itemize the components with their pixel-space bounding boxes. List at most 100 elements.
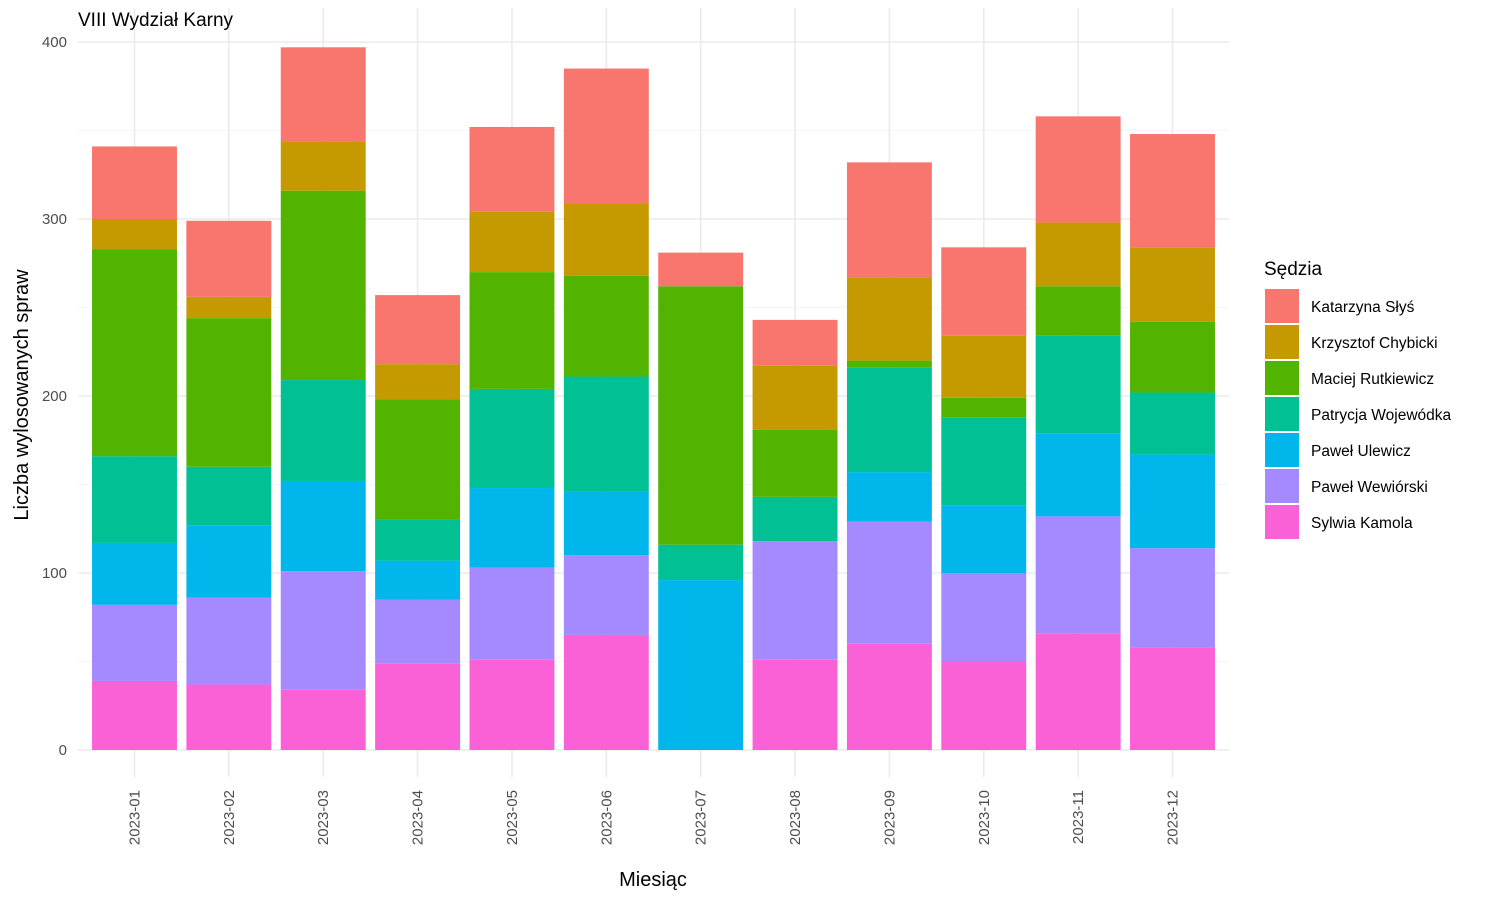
bar-segment bbox=[1130, 392, 1215, 455]
bar-segment bbox=[186, 296, 272, 319]
bar-segment bbox=[563, 203, 649, 276]
bar-segment bbox=[846, 521, 932, 644]
x-tick-label: 2023-06 bbox=[598, 790, 615, 845]
bar-segment bbox=[563, 68, 649, 204]
bar-segment bbox=[752, 319, 838, 366]
bar-segment bbox=[92, 219, 177, 250]
bar-segment bbox=[375, 364, 461, 400]
legend-label: Paweł Ulewicz bbox=[1311, 443, 1411, 460]
bar-segment bbox=[469, 388, 555, 489]
bar-segment bbox=[846, 162, 932, 278]
legend-swatch bbox=[1265, 433, 1299, 467]
legend-title: Sędzia bbox=[1264, 259, 1323, 280]
bar-segment bbox=[469, 126, 555, 212]
x-tick-label: 2023-09 bbox=[881, 790, 898, 845]
bar-segment bbox=[752, 659, 838, 750]
x-tick-label: 2023-10 bbox=[976, 790, 993, 845]
bar-segment bbox=[658, 252, 744, 287]
bar-segment bbox=[1035, 116, 1121, 223]
bar-segment bbox=[92, 680, 177, 750]
bar-segment bbox=[941, 247, 1027, 336]
legend-swatch bbox=[1265, 325, 1299, 359]
x-tick-label: 2023-03 bbox=[315, 790, 332, 845]
legend-label: Patrycja Wojewódka bbox=[1311, 407, 1452, 424]
bar-segment bbox=[1130, 548, 1215, 648]
legend: Sędzia Katarzyna Słyś Krzysztof Chybicki M… bbox=[1264, 259, 1452, 539]
bar-segment bbox=[752, 365, 838, 430]
x-tick-label: 2023-08 bbox=[787, 790, 804, 845]
bar-segment bbox=[186, 220, 272, 297]
bar-segment bbox=[563, 555, 649, 635]
legend-swatch bbox=[1265, 289, 1299, 323]
bar-segment bbox=[658, 544, 744, 581]
bar-segment bbox=[1035, 516, 1121, 634]
x-tick-label: 2023-01 bbox=[127, 790, 144, 845]
bar-segment bbox=[375, 519, 461, 561]
bar-segment bbox=[563, 634, 649, 750]
bar-segment bbox=[92, 542, 177, 605]
bar-segment bbox=[469, 211, 555, 273]
bar-segment bbox=[752, 541, 838, 660]
bar-segment bbox=[92, 249, 177, 457]
bar-segment bbox=[92, 146, 177, 219]
x-tick-label: 2023-05 bbox=[504, 790, 521, 845]
legend-swatch bbox=[1265, 397, 1299, 431]
bar-segment bbox=[846, 472, 932, 522]
x-tick-label: 2023-07 bbox=[693, 790, 710, 845]
y-tick-label: 400 bbox=[42, 34, 67, 51]
x-axis-ticks: 2023-01 2023-02 2023-03 2023-04 2023-05 2023-… bbox=[127, 790, 1182, 845]
bar-segment bbox=[1035, 335, 1121, 434]
bar-segment bbox=[941, 335, 1027, 398]
bar-segment bbox=[941, 397, 1027, 418]
y-axis-ticks: 0 100 200 300 400 bbox=[42, 34, 67, 759]
bar-segment bbox=[186, 466, 272, 526]
bar-segment bbox=[186, 318, 272, 467]
legend-label: Maciej Rutkiewicz bbox=[1311, 371, 1434, 388]
bar-segment bbox=[563, 491, 649, 556]
bar-segment bbox=[469, 659, 555, 750]
y-tick-label: 100 bbox=[42, 565, 67, 582]
bar-segment bbox=[1035, 222, 1121, 287]
bar-segment bbox=[752, 496, 838, 542]
bar-segment bbox=[375, 560, 461, 600]
bar-segment bbox=[469, 488, 555, 568]
bar-segment bbox=[658, 580, 744, 750]
bar-segment bbox=[280, 141, 366, 191]
legend-label: Sylwia Kamola bbox=[1311, 515, 1413, 532]
bar-segment bbox=[658, 286, 744, 545]
y-tick-label: 200 bbox=[42, 388, 67, 405]
legend-label: Krzysztof Chybicki bbox=[1311, 335, 1438, 352]
bar-segment bbox=[1035, 633, 1121, 750]
bar-segment bbox=[375, 599, 461, 664]
bar-segment bbox=[1130, 647, 1215, 750]
legend-label: Paweł Wewiórski bbox=[1311, 479, 1428, 496]
bar-segment bbox=[941, 417, 1027, 506]
bar-segment bbox=[280, 47, 366, 142]
y-axis-title: Liczba wylosowanych spraw bbox=[11, 269, 33, 521]
legend-label: Katarzyna Słyś bbox=[1311, 299, 1415, 316]
chart-title: VIII Wydział Karny bbox=[78, 10, 234, 31]
bar-segment bbox=[92, 456, 177, 543]
bar-segment bbox=[375, 399, 461, 520]
bar-segment bbox=[846, 367, 932, 473]
legend-swatch bbox=[1265, 361, 1299, 395]
x-tick-label: 2023-12 bbox=[1165, 790, 1182, 845]
bar-segment bbox=[846, 277, 932, 361]
bar-segment bbox=[752, 429, 838, 497]
bar-segment bbox=[846, 360, 932, 368]
x-tick-label: 2023-04 bbox=[410, 790, 427, 845]
bar-segment bbox=[1130, 454, 1215, 549]
x-tick-label: 2023-02 bbox=[221, 790, 238, 845]
bar-segment bbox=[186, 525, 272, 598]
bar-segment bbox=[941, 573, 1027, 662]
legend-swatch bbox=[1265, 505, 1299, 539]
bar-segment bbox=[941, 505, 1027, 573]
bar-segment bbox=[1035, 433, 1121, 517]
bar-segment bbox=[563, 376, 649, 492]
bar-segment bbox=[280, 380, 366, 481]
bar-segment bbox=[375, 295, 461, 365]
y-tick-label: 0 bbox=[59, 742, 67, 759]
bar-segment bbox=[280, 689, 366, 750]
bar-segment bbox=[469, 567, 555, 660]
